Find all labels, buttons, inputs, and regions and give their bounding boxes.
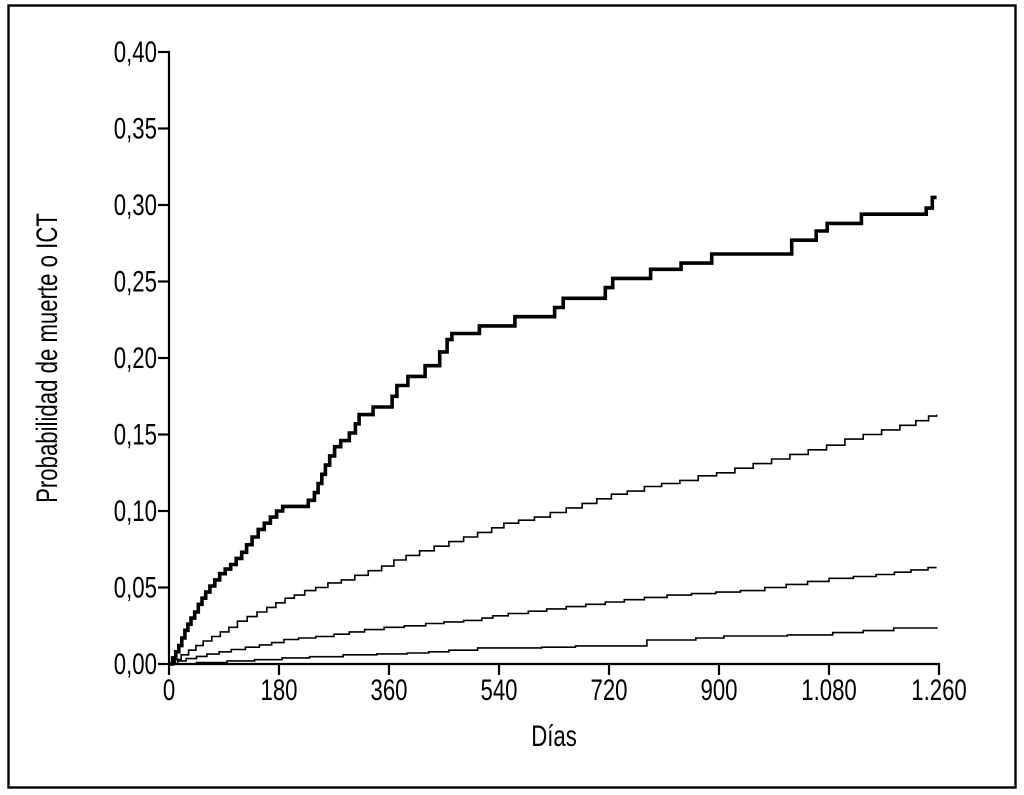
y-tick-label: 0,05 (114, 570, 157, 604)
x-tick-label: 720 (590, 673, 627, 707)
y-axis-title: Probabilidad de muerte o ICT (30, 213, 64, 503)
y-tick-label: 0,15 (114, 417, 157, 451)
x-tick-label: 180 (260, 673, 297, 707)
y-tick-label: 0,00 (114, 647, 157, 681)
y-tick-label: 0,35 (114, 111, 157, 145)
x-axis-title: Días (531, 719, 577, 753)
series-line-2 (169, 414, 938, 665)
figure-frame (7, 4, 1017, 789)
x-tick-label: 1.260 (911, 673, 967, 707)
y-tick-label: 0,20 (114, 341, 157, 375)
x-tick-label: 0 (163, 673, 175, 707)
series-line-3 (169, 566, 937, 665)
x-tick-label: 360 (370, 673, 407, 707)
series-line-4 (169, 627, 938, 665)
y-tick-label: 0,10 (114, 494, 157, 528)
series-line-1 (169, 195, 937, 666)
x-tick-label: 540 (480, 673, 517, 707)
x-tick-label: 1.080 (801, 673, 857, 707)
y-tick-label: 0,30 (114, 188, 157, 222)
x-tick-label: 900 (700, 673, 737, 707)
axes-lines (167, 50, 941, 666)
y-tick-label: 0,40 (114, 35, 157, 69)
y-tick-label: 0,25 (114, 264, 157, 298)
